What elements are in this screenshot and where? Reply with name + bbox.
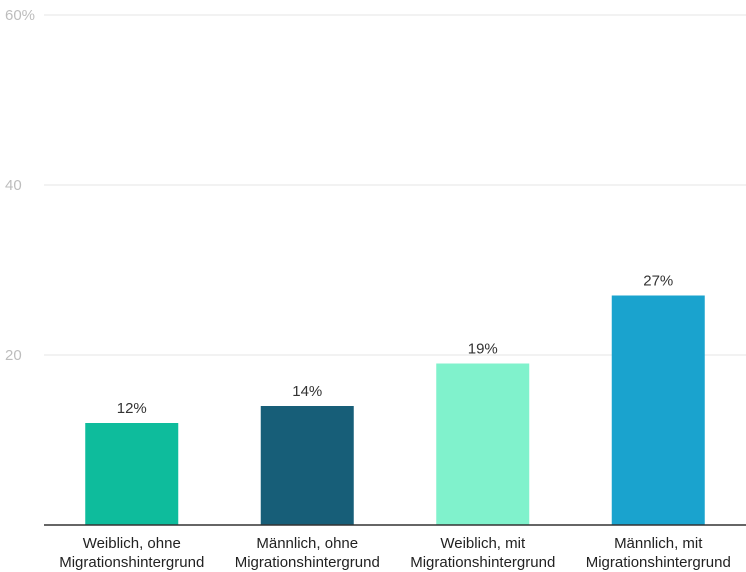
- data-label: 27%: [643, 273, 673, 290]
- category-label: Migrationshintergrund: [410, 554, 555, 571]
- bar-3: [436, 363, 530, 525]
- bar-4: [611, 295, 705, 525]
- bars: [85, 295, 705, 525]
- category-label: Männlich, ohne: [256, 535, 358, 552]
- y-tick-label: 20: [5, 347, 22, 364]
- category-label: Männlich, mit: [614, 535, 703, 552]
- category-label: Migrationshintergrund: [235, 554, 380, 571]
- bar-2: [260, 406, 354, 525]
- category-label: Migrationshintergrund: [59, 554, 204, 571]
- category-label: Weiblich, mit: [440, 535, 526, 552]
- category-label: Weiblich, ohne: [83, 535, 181, 552]
- data-label: 19%: [468, 341, 498, 358]
- data-label: 14%: [292, 383, 322, 400]
- data-label: 12%: [117, 400, 147, 417]
- bar-1: [85, 423, 179, 525]
- data-labels: 12% 14% 19% 27%: [117, 273, 674, 418]
- category-label: Migrationshintergrund: [586, 554, 731, 571]
- category-labels: Weiblich, ohne Migrationshintergrund Männl…: [59, 535, 731, 571]
- y-tick-label: 40: [5, 177, 22, 194]
- y-tick-label: 60%: [5, 7, 35, 24]
- y-axis-ticks: 20 40 60%: [5, 7, 35, 364]
